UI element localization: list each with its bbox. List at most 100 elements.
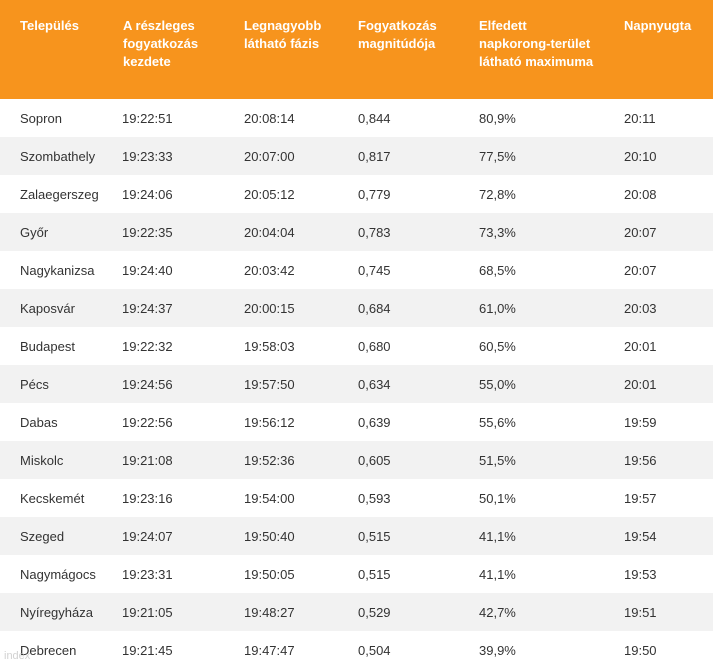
cell-settlement: Debrecen [20,642,77,658]
table-row: Nagykanizsa 19:24:40 20:03:42 0,745 68,5% 20:… [0,251,713,289]
table-header: Település A részleges fogyatkozás kezdet… [0,0,713,99]
cell-max-phase: 19:56:12 [244,414,295,430]
cell-partial-start: 19:22:51 [122,110,173,126]
table-row: Kecskemét 19:23:16 19:54:00 0,593 50,1% 19:57 [0,479,713,517]
cell-partial-start: 19:24:40 [122,262,173,278]
cell-max-phase: 20:08:14 [244,110,295,126]
cell-sunset: 19:56 [624,452,657,468]
cell-sunset: 19:57 [624,490,657,506]
table-row: Nagymágocs 19:23:31 19:50:05 0,515 41,1% 19:5… [0,555,713,593]
cell-sunset: 20:01 [624,338,657,354]
cell-max-phase: 20:03:42 [244,262,295,278]
cell-covered-area: 55,0% [479,376,516,392]
table-row: Sopron 19:22:51 20:08:14 0,844 80,9% 20:11 [0,99,713,137]
cell-magnitude: 0,639 [358,414,391,430]
header-partial-start: A részleges fogyatkozás kezdete [123,18,199,69]
cell-magnitude: 0,593 [358,490,391,506]
cell-sunset: 19:50 [624,642,657,658]
cell-settlement: Kaposvár [20,300,75,316]
header-magnitude: Fogyatkozás magnitúdója [358,18,437,51]
cell-covered-area: 80,9% [479,110,516,126]
cell-settlement: Szombathely [20,148,96,164]
cell-sunset: 19:54 [624,528,657,544]
header-max-phase: Legnagyobb látható fázis [244,18,322,51]
cell-magnitude: 0,817 [358,148,391,164]
table-row: Dabas 19:22:56 19:56:12 0,639 55,6% 19:59 [0,403,713,441]
header-covered-area: Elfedett napkorong-terület látható maxim… [479,18,594,69]
header-settlement: Település [20,18,80,33]
cell-max-phase: 19:47:47 [244,642,295,658]
cell-sunset: 19:53 [624,566,657,582]
cell-magnitude: 0,783 [358,224,391,240]
cell-max-phase: 19:50:05 [244,566,295,582]
cell-covered-area: 60,5% [479,338,516,354]
table-row: Pécs 19:24:56 19:57:50 0,634 55,0% 20:01 [0,365,713,403]
cell-sunset: 20:08 [624,186,657,202]
cell-partial-start: 19:24:07 [122,528,173,544]
cell-partial-start: 19:22:32 [122,338,173,354]
cell-settlement: Győr [20,224,49,240]
cell-magnitude: 0,779 [358,186,391,202]
cell-covered-area: 73,3% [479,224,516,240]
cell-settlement: Dabas [20,414,58,430]
table-row: Debrecen 19:21:45 19:47:47 0,504 39,9% 19:50 [0,631,713,669]
cell-sunset: 20:07 [624,224,657,240]
cell-magnitude: 0,844 [358,110,391,126]
cell-partial-start: 19:22:35 [122,224,173,240]
cell-max-phase: 20:07:00 [244,148,295,164]
cell-settlement: Nagymágocs [20,566,96,582]
cell-max-phase: 19:58:03 [244,338,295,354]
table-row: Szombathely 19:23:33 20:07:00 0,817 77,5% 20:… [0,137,713,175]
cell-partial-start: 19:23:31 [122,566,173,582]
cell-sunset: 20:07 [624,262,657,278]
cell-settlement: Pécs [20,376,49,392]
table-row: Miskolc 19:21:08 19:52:36 0,605 51,5% 19:56 [0,441,713,479]
cell-partial-start: 19:21:45 [122,642,173,658]
cell-max-phase: 19:48:27 [244,604,295,620]
cell-magnitude: 0,515 [358,528,391,544]
cell-magnitude: 0,684 [358,300,391,316]
cell-partial-start: 19:21:08 [122,452,173,468]
cell-magnitude: 0,504 [358,642,391,658]
cell-covered-area: 41,1% [479,528,516,544]
cell-sunset: 20:01 [624,376,657,392]
cell-partial-start: 19:21:05 [122,604,173,620]
header-sunset: Napnyugta [624,18,692,33]
cell-magnitude: 0,515 [358,566,391,582]
cell-max-phase: 19:52:36 [244,452,295,468]
cell-settlement: Nagykanizsa [20,262,95,278]
cell-covered-area: 50,1% [479,490,516,506]
cell-sunset: 20:10 [624,148,657,164]
cell-covered-area: 41,1% [479,566,516,582]
table-row: Budapest 19:22:32 19:58:03 0,680 60,5% 20:01 [0,327,713,365]
cell-covered-area: 72,8% [479,186,516,202]
table-row: Zalaegerszeg 19:24:06 20:05:12 0,779 72,8% 20… [0,175,713,213]
cell-max-phase: 20:00:15 [244,300,295,316]
cell-settlement: Miskolc [20,452,64,468]
cell-partial-start: 19:23:33 [122,148,173,164]
cell-partial-start: 19:24:56 [122,376,173,392]
cell-sunset: 19:51 [624,604,657,620]
cell-magnitude: 0,529 [358,604,391,620]
cell-max-phase: 19:54:00 [244,490,295,506]
table-row: Szeged 19:24:07 19:50:40 0,515 41,1% 19:54 [0,517,713,555]
cell-sunset: 19:59 [624,414,657,430]
cell-covered-area: 39,9% [479,642,516,658]
cell-settlement: Sopron [20,110,62,126]
cell-max-phase: 20:05:12 [244,186,295,202]
table-body: Sopron 19:22:51 20:08:14 0,844 80,9% 20:11 Szo… [0,99,713,669]
cell-settlement: Budapest [20,338,75,354]
cell-covered-area: 68,5% [479,262,516,278]
cell-partial-start: 19:24:37 [122,300,173,316]
cell-settlement: Nyíregyháza [20,604,93,620]
cell-sunset: 20:03 [624,300,657,316]
header-row: Település A részleges fogyatkozás kezdet… [0,0,713,99]
cell-settlement: Kecskemét [20,490,85,506]
cell-magnitude: 0,745 [358,262,391,278]
cell-partial-start: 19:22:56 [122,414,173,430]
cell-max-phase: 20:04:04 [244,224,295,240]
cell-magnitude: 0,634 [358,376,391,392]
cell-covered-area: 61,0% [479,300,516,316]
table-row: Győr 19:22:35 20:04:04 0,783 73,3% 20:07 [0,213,713,251]
